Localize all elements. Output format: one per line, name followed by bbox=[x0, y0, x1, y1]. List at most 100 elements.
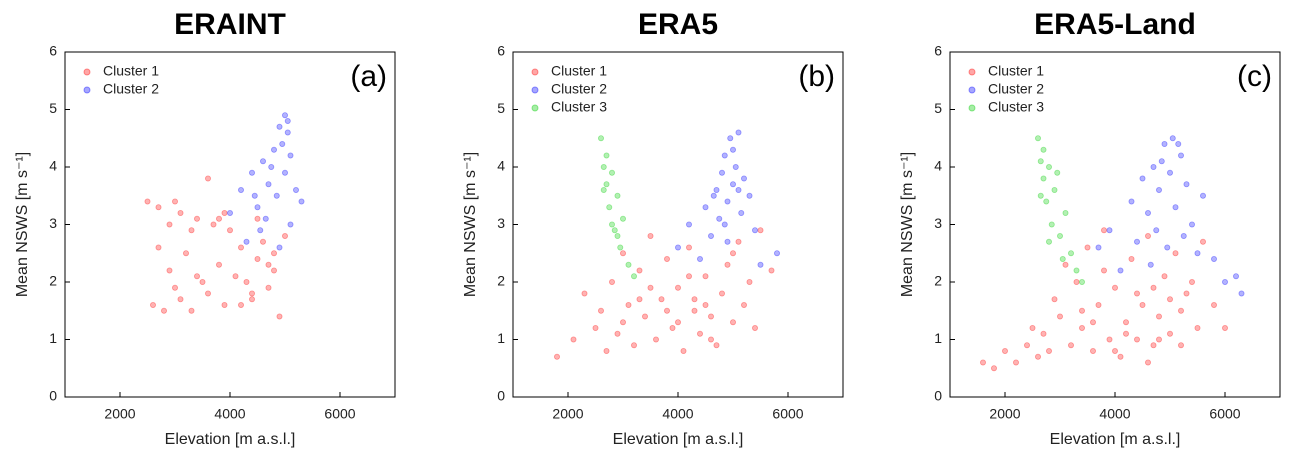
point bbox=[1117, 353, 1124, 360]
point bbox=[1178, 152, 1185, 159]
point bbox=[177, 209, 184, 216]
point bbox=[1095, 301, 1102, 308]
point bbox=[697, 330, 704, 337]
point bbox=[1112, 347, 1119, 354]
point bbox=[614, 330, 621, 337]
point bbox=[1057, 313, 1064, 320]
point bbox=[1073, 278, 1080, 285]
point bbox=[284, 129, 291, 136]
x-axis-label: Elevation [m a.s.l.] bbox=[1050, 431, 1181, 448]
point bbox=[1164, 244, 1171, 251]
point bbox=[281, 169, 288, 176]
point bbox=[620, 319, 627, 326]
point bbox=[177, 296, 184, 303]
point bbox=[1106, 227, 1113, 234]
point bbox=[1222, 324, 1229, 331]
panel: ERA5-Land 2000 4000 6000 0 1 2 3 4 5 6 Elevation [m… bbox=[899, 8, 1281, 448]
point bbox=[768, 267, 775, 274]
y-tick-label: 5 bbox=[49, 100, 57, 116]
point bbox=[631, 342, 638, 349]
point bbox=[738, 209, 745, 216]
point bbox=[1150, 342, 1157, 349]
point bbox=[721, 152, 728, 159]
point bbox=[713, 342, 720, 349]
point bbox=[1134, 238, 1141, 245]
point bbox=[265, 284, 272, 291]
point bbox=[609, 221, 616, 228]
point bbox=[735, 238, 742, 245]
point bbox=[570, 336, 577, 343]
point bbox=[620, 250, 627, 257]
point bbox=[221, 301, 228, 308]
point bbox=[1040, 175, 1047, 182]
point bbox=[1095, 244, 1102, 251]
point bbox=[257, 227, 264, 234]
point bbox=[1145, 232, 1152, 239]
point bbox=[160, 307, 167, 314]
legend-marker bbox=[531, 68, 539, 76]
point bbox=[1156, 336, 1163, 343]
point bbox=[592, 324, 599, 331]
point bbox=[702, 301, 709, 308]
point bbox=[1123, 319, 1130, 326]
point bbox=[603, 181, 610, 188]
point bbox=[647, 284, 654, 291]
point bbox=[155, 244, 162, 251]
point bbox=[268, 163, 275, 170]
point bbox=[251, 192, 258, 199]
legend-label: Cluster 3 bbox=[988, 99, 1044, 115]
y-tick-label: 5 bbox=[497, 100, 505, 116]
point bbox=[774, 250, 781, 257]
panel-label: (a) bbox=[350, 60, 387, 93]
point bbox=[254, 255, 261, 262]
point bbox=[215, 261, 222, 268]
point bbox=[276, 313, 283, 320]
point bbox=[298, 198, 305, 205]
x-tick-label: 2000 bbox=[989, 406, 1020, 422]
point bbox=[1079, 324, 1086, 331]
point bbox=[675, 244, 682, 251]
point bbox=[281, 112, 288, 119]
point bbox=[1222, 278, 1229, 285]
point bbox=[1139, 175, 1146, 182]
point bbox=[254, 204, 261, 211]
point bbox=[1062, 209, 1069, 216]
point bbox=[741, 301, 748, 308]
y-tick-label: 2 bbox=[49, 273, 57, 289]
legend-marker bbox=[531, 86, 539, 94]
point bbox=[265, 181, 272, 188]
point bbox=[1189, 278, 1196, 285]
point bbox=[1057, 232, 1064, 239]
legend-label: Cluster 2 bbox=[103, 81, 159, 97]
y-tick-label: 2 bbox=[497, 273, 505, 289]
x-axis-label: Elevation [m a.s.l.] bbox=[165, 431, 296, 448]
point bbox=[991, 365, 998, 372]
point bbox=[620, 215, 627, 222]
point bbox=[1194, 324, 1201, 331]
y-tick-label: 3 bbox=[49, 215, 57, 231]
point bbox=[686, 221, 693, 228]
point bbox=[1051, 296, 1058, 303]
point bbox=[284, 118, 291, 125]
x-tick-label: 4000 bbox=[214, 406, 245, 422]
point bbox=[1211, 301, 1218, 308]
point bbox=[1183, 290, 1190, 297]
point bbox=[1200, 238, 1207, 245]
point bbox=[1172, 250, 1179, 257]
point bbox=[1101, 267, 1108, 274]
point bbox=[292, 186, 299, 193]
point bbox=[708, 232, 715, 239]
point bbox=[1079, 278, 1086, 285]
point bbox=[215, 215, 222, 222]
point bbox=[1172, 204, 1179, 211]
y-tick-label: 4 bbox=[497, 158, 505, 174]
point bbox=[702, 273, 709, 280]
y-tick-label: 0 bbox=[934, 388, 942, 404]
point bbox=[1002, 347, 1009, 354]
x-tick-label: 4000 bbox=[662, 406, 693, 422]
point bbox=[1178, 342, 1185, 349]
point bbox=[1073, 267, 1080, 274]
point bbox=[1147, 261, 1154, 268]
legend-marker bbox=[968, 86, 976, 94]
